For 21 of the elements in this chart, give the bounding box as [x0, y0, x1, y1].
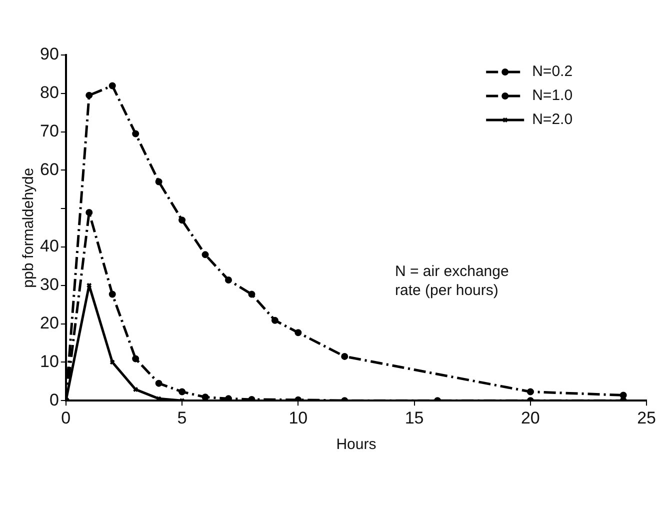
x-axis-title: Hours [336, 436, 376, 454]
y-tick-label: 60 [40, 160, 59, 179]
y-tick-label: 40 [40, 236, 59, 256]
annotation: N = air exchange rate (per hours) [395, 262, 510, 300]
y-tick-label: 90 [40, 44, 59, 64]
y-tick-label: 20 [40, 313, 59, 332]
x-tick-label: 0 [61, 408, 71, 428]
y-tick-label: 10 [40, 352, 59, 371]
y-tick-label: 30 [40, 275, 59, 294]
x-tick-label: 15 [404, 408, 424, 428]
y-tick-label: 0 [49, 390, 59, 410]
x-tick-label: 20 [520, 408, 540, 428]
legend-label: N=1.0 [532, 87, 573, 104]
legend-label: N=0.2 [532, 63, 573, 80]
legend-label: N=2.0 [532, 111, 573, 128]
x-tick-label: 25 [637, 408, 656, 428]
x-tick-label: 10 [288, 408, 308, 428]
x-tick-label: 5 [177, 408, 187, 428]
y-tick-label: 80 [40, 83, 59, 102]
y-tick-label: 70 [40, 121, 59, 140]
y-axis-title: ppb formaldehyde [20, 168, 38, 288]
